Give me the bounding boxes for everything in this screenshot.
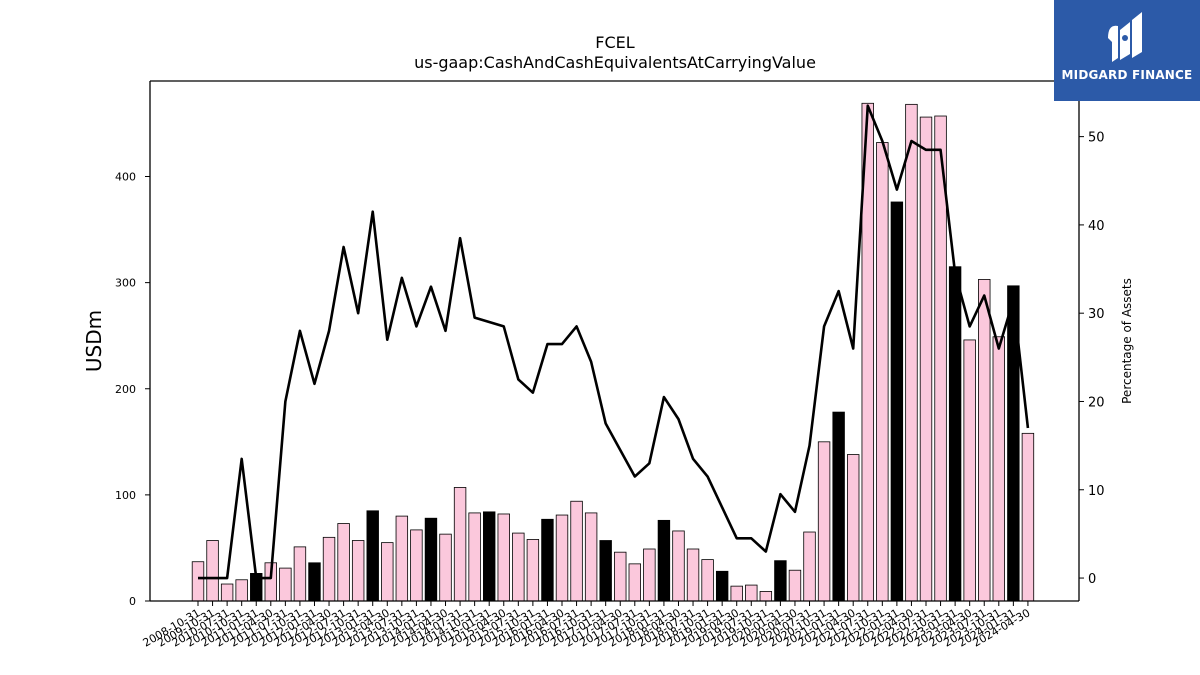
bar-2015-10-31	[526, 539, 540, 602]
bar-2017-07-31	[628, 563, 642, 602]
bar-2013-10-31	[410, 529, 423, 602]
bar-2013-07-31	[395, 515, 409, 602]
bar-2011-07-31	[279, 567, 292, 602]
y-axis-label: USDm	[82, 310, 106, 372]
bar-2014-07-31	[453, 487, 467, 602]
bar-2014-01-31	[424, 517, 438, 602]
bar-2012-01-31	[308, 562, 321, 602]
y-tick-label: 100	[115, 489, 136, 502]
bar-2021-04-30	[847, 454, 860, 602]
bar-series	[191, 102, 1035, 602]
bar-2011-10-31	[293, 546, 307, 602]
chart-title: FCEL	[595, 33, 634, 52]
y2-ticks: 0 10 20 30 40 50	[1079, 131, 1105, 587]
y2-tick-label: 20	[1088, 395, 1105, 410]
bar-2012-10-31	[351, 540, 365, 602]
y-tick-label: 400	[115, 171, 136, 184]
bar-2022-04-30	[905, 103, 918, 602]
bar-2008-10-31	[191, 561, 205, 602]
bar-2018-04-30	[672, 530, 685, 602]
x-ticks: 2008-10-312009-10-312010-07-312010-10-31…	[141, 601, 1032, 650]
y2-tick-label: 40	[1088, 219, 1105, 234]
bar-2021-01-31	[832, 411, 845, 602]
brand-badge: MIDGARD FINANCE	[1054, 0, 1200, 101]
bar-2020-01-31	[774, 560, 787, 602]
bar-2019-04-30	[730, 585, 743, 602]
bar-2015-01-31	[482, 511, 496, 602]
y2-axis-label: Percentage of Assets	[1120, 278, 1134, 404]
y-ticks: 0 100 200 300 400	[115, 171, 150, 608]
bar-2022-07-31	[919, 116, 933, 602]
bar-2019-01-31	[715, 570, 729, 602]
bar-2016-10-31	[584, 512, 598, 602]
y2-tick-label: 30	[1088, 307, 1105, 322]
bar-2023-04-30	[963, 339, 976, 602]
bar-2022-01-31	[890, 201, 904, 602]
bar-2019-07-31	[745, 584, 758, 602]
bar-2017-10-31	[643, 548, 656, 602]
bar-2024-04-30	[1021, 432, 1035, 602]
midgard-logo-icon	[1108, 12, 1142, 62]
bar-2020-07-31	[803, 531, 816, 602]
bar-2015-04-30	[497, 513, 510, 602]
y-tick-label: 200	[115, 383, 136, 396]
line-series	[198, 104, 1030, 580]
bar-2015-07-31	[512, 532, 525, 602]
bar-2012-07-31	[337, 523, 350, 602]
y2-tick-label: 50	[1088, 131, 1105, 146]
bar-2018-10-31	[701, 559, 714, 602]
bar-2016-07-31	[570, 500, 583, 602]
bar-2020-04-30	[788, 569, 802, 602]
bar-2014-10-31	[468, 512, 481, 602]
bar-2021-10-31	[876, 142, 889, 602]
percentage-line	[198, 104, 1030, 580]
bar-2017-01-31	[599, 540, 612, 602]
axes	[149, 80, 1080, 602]
bar-2018-01-31	[657, 519, 671, 602]
brand-name: MIDGARD FINANCE	[1061, 68, 1193, 82]
bar-2023-10-31	[992, 336, 1006, 602]
bar-2016-04-30	[555, 514, 569, 602]
bar-2019-10-31	[759, 591, 773, 602]
chart-subtitle: us-gaap:CashAndCashEquivalentsAtCarrying…	[414, 53, 816, 72]
bar-2023-07-31	[978, 279, 991, 602]
bar-2018-07-31	[686, 548, 700, 602]
y2-tick-label: 0	[1088, 572, 1096, 587]
bar-2013-04-30	[381, 542, 394, 602]
bar-2017-04-30	[614, 551, 627, 602]
bar-2010-10-31	[235, 579, 248, 602]
bar-2020-10-31	[817, 441, 831, 602]
bar-2014-04-30	[439, 533, 452, 602]
bar-2009-10-31	[206, 540, 219, 602]
y-tick-label: 0	[129, 595, 136, 608]
bar-2010-07-31	[220, 583, 234, 602]
bar-2023-01-31	[948, 266, 962, 602]
bar-2016-01-31	[541, 518, 554, 602]
y2-tick-label: 10	[1088, 484, 1105, 499]
bar-2012-04-30	[322, 536, 336, 602]
bar-2013-01-31	[366, 510, 379, 602]
y-tick-label: 300	[115, 277, 136, 290]
